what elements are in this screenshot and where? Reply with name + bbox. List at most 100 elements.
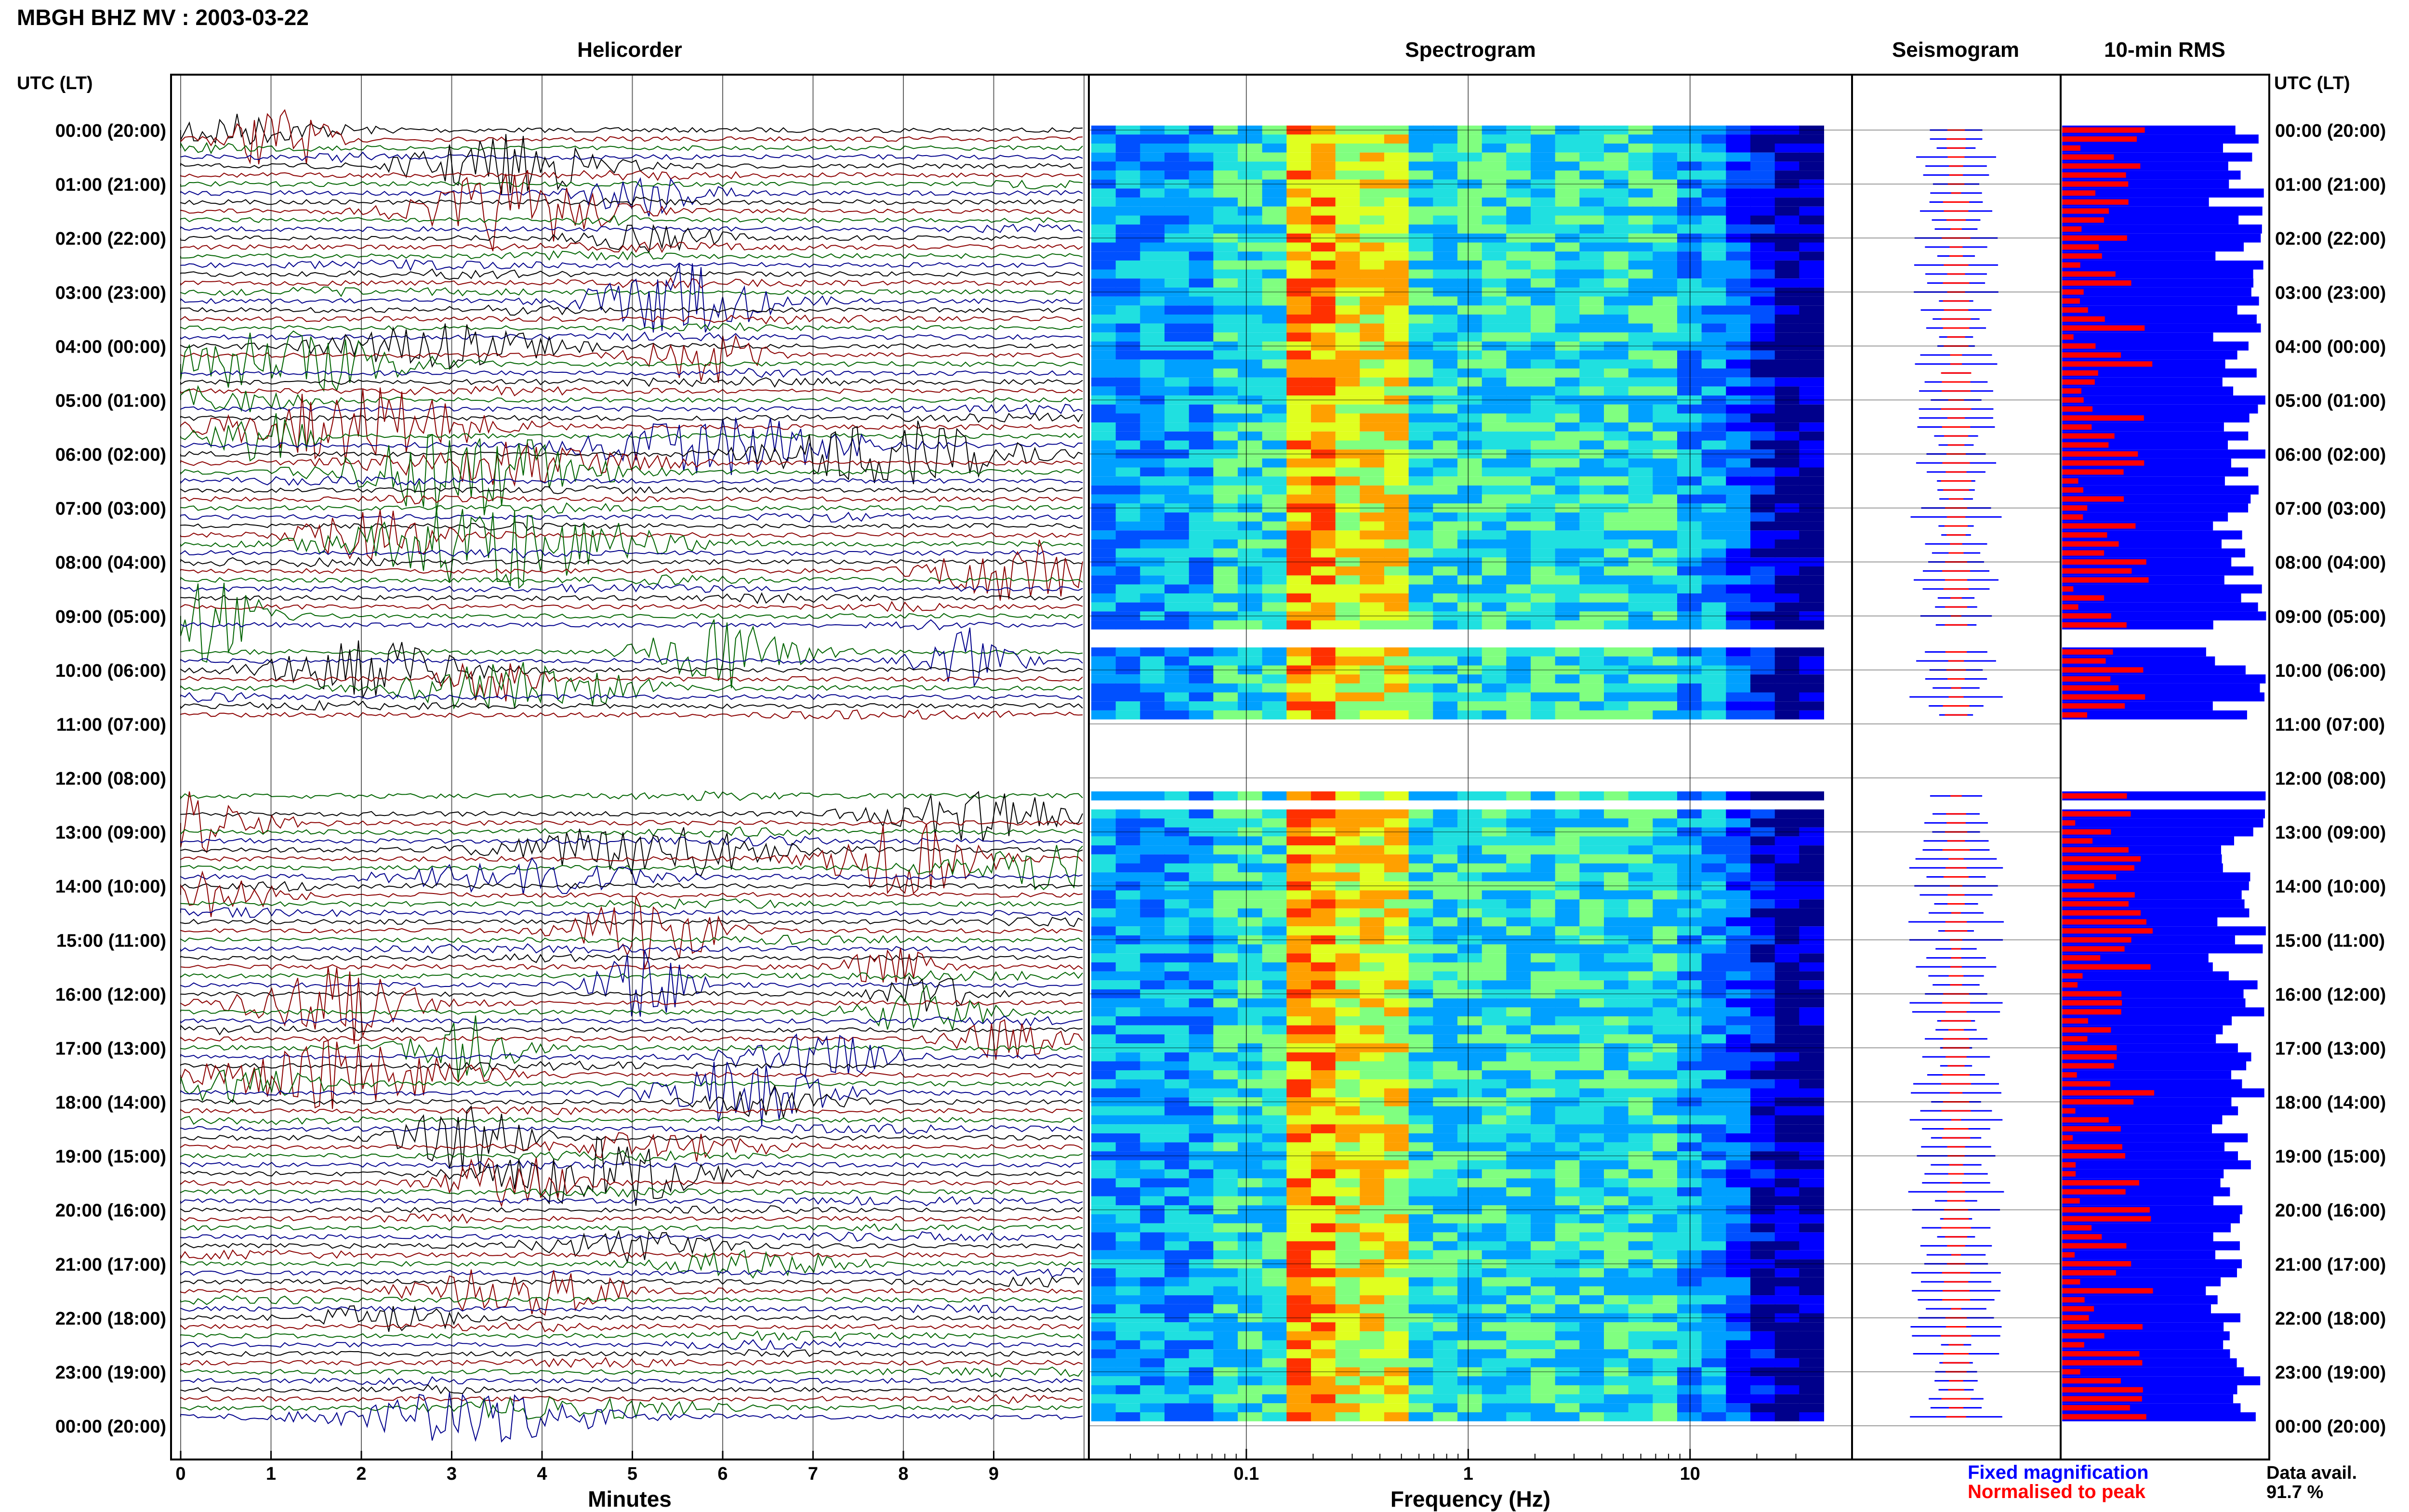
spectrogram-cell bbox=[1360, 674, 1385, 684]
spectrogram-cell bbox=[1482, 818, 1507, 828]
spectrogram-cell bbox=[1360, 350, 1385, 360]
spectrogram-cell bbox=[1579, 1007, 1604, 1017]
helicorder-trace bbox=[180, 592, 1083, 605]
spectrogram-cell bbox=[1457, 224, 1482, 234]
spectrogram-cell bbox=[1579, 1403, 1604, 1412]
spectrogram-cell bbox=[1531, 1142, 1556, 1152]
spectrogram-cell bbox=[1433, 251, 1458, 261]
spectrogram-cell bbox=[1189, 575, 1214, 585]
spectrogram-cell bbox=[1457, 836, 1482, 846]
spectrogram-cell bbox=[1286, 1340, 1311, 1350]
spectrogram-cell bbox=[1213, 404, 1238, 414]
spectrogram-cell bbox=[1774, 413, 1800, 423]
spectrogram-cell bbox=[1140, 494, 1165, 504]
spectrogram-cell bbox=[1286, 584, 1311, 594]
spectrogram-cell bbox=[1213, 926, 1238, 935]
time-label: 01:00 (21:00) bbox=[2275, 175, 2386, 195]
figure-title: MBGH BHZ MV : 2003-03-22 bbox=[17, 5, 309, 30]
spectrogram-cell bbox=[1726, 134, 1751, 144]
spectrogram-cell bbox=[1384, 1376, 1409, 1385]
spectrogram-cell bbox=[1604, 368, 1629, 378]
spectrogram-cell bbox=[1531, 692, 1556, 702]
spectrogram-cell bbox=[1262, 332, 1287, 342]
spectrogram-cell bbox=[1335, 899, 1361, 908]
spectrogram-cell bbox=[1799, 530, 1824, 539]
spectrogram-cell bbox=[1433, 620, 1458, 630]
spectrogram-cell bbox=[1286, 1178, 1311, 1187]
spectrogram-cell bbox=[1628, 944, 1654, 954]
spectrogram-cell bbox=[1555, 1052, 1580, 1062]
spectrogram-cell bbox=[1628, 647, 1654, 657]
spectrogram-cell bbox=[1311, 404, 1336, 414]
spectrogram-cell bbox=[1286, 656, 1311, 666]
spectrogram-cell bbox=[1799, 971, 1824, 981]
spectrogram-cell bbox=[1604, 845, 1629, 855]
spectrogram-cell bbox=[1311, 242, 1336, 252]
spectrogram-cell bbox=[1213, 1304, 1238, 1314]
spectrogram-cell bbox=[1360, 260, 1385, 270]
spectrogram-cell bbox=[1311, 1304, 1336, 1314]
spectrogram-cell bbox=[1286, 521, 1311, 531]
spectrogram-cell bbox=[1433, 458, 1458, 468]
spectrogram-cell bbox=[1238, 575, 1263, 585]
spectrogram-cell bbox=[1115, 386, 1141, 396]
spectrogram-cell bbox=[1701, 350, 1727, 360]
spectrogram-cell bbox=[1311, 1196, 1336, 1206]
spectrogram-cell bbox=[1115, 1079, 1141, 1089]
spectrogram-cell bbox=[1628, 1349, 1654, 1358]
spectrogram-cell bbox=[1189, 188, 1214, 198]
spectrogram-cell bbox=[1384, 656, 1409, 666]
spectrogram-cell bbox=[1555, 215, 1580, 225]
spectrogram-cell bbox=[1311, 1115, 1336, 1125]
spectrogram-cell bbox=[1115, 242, 1141, 252]
helicorder-trace bbox=[180, 421, 1083, 485]
spectrogram-cell bbox=[1555, 845, 1580, 855]
spectrogram-cell bbox=[1115, 1196, 1141, 1206]
rms-normalised-bar bbox=[2062, 307, 2088, 313]
helicorder-trace bbox=[180, 1376, 1083, 1386]
spectrogram-cell bbox=[1628, 305, 1654, 315]
spectrogram-cell bbox=[1286, 845, 1311, 855]
spectrogram-cell bbox=[1628, 215, 1654, 225]
spectrogram-cell bbox=[1091, 1016, 1116, 1026]
spectrogram-cell bbox=[1286, 1304, 1311, 1314]
spectrogram-cell bbox=[1311, 1268, 1336, 1277]
spectrogram-cell bbox=[1628, 1214, 1654, 1223]
spectrogram-cell bbox=[1213, 998, 1238, 1008]
spectrogram-cell bbox=[1408, 1178, 1434, 1187]
spectrogram-cell bbox=[1311, 890, 1336, 900]
spectrogram-cell bbox=[1335, 161, 1361, 171]
spectrogram-cell bbox=[1433, 1115, 1458, 1125]
spectrogram-cell bbox=[1262, 1394, 1287, 1404]
spectrogram-cell bbox=[1311, 980, 1336, 989]
spectrogram-cell bbox=[1384, 188, 1409, 198]
spectrogram-cell bbox=[1579, 809, 1604, 819]
spectrogram-cell bbox=[1555, 152, 1580, 162]
helicorder-trace bbox=[180, 791, 1083, 854]
spectrogram-cell bbox=[1213, 1241, 1238, 1250]
spectrogram-cell bbox=[1165, 845, 1190, 855]
spectrogram-cell bbox=[1482, 467, 1507, 477]
spectrogram-cell bbox=[1628, 1403, 1654, 1412]
spectrogram-cell bbox=[1726, 1394, 1751, 1404]
spectrogram-cell bbox=[1360, 692, 1385, 702]
rms-normalised-bar bbox=[2062, 577, 2149, 583]
spectrogram-cell bbox=[1286, 1376, 1311, 1385]
rms-normalised-bar bbox=[2062, 793, 2127, 799]
spectrogram-cell bbox=[1335, 1025, 1361, 1035]
spectrogram-cell bbox=[1457, 980, 1482, 989]
spectrogram-cell bbox=[1091, 1304, 1116, 1314]
spectrogram-cell bbox=[1726, 521, 1751, 531]
spectrogram-cell bbox=[1774, 467, 1800, 477]
spectrogram-cell bbox=[1726, 701, 1751, 710]
spectrogram-cell bbox=[1311, 899, 1336, 908]
spectrogram-cell bbox=[1115, 809, 1141, 819]
spectrogram-cell bbox=[1457, 1385, 1482, 1394]
spectrogram-cell bbox=[1335, 1178, 1361, 1187]
spectrogram-cell bbox=[1482, 1115, 1507, 1125]
helicorder-trace bbox=[180, 583, 1083, 593]
spectrogram-cell bbox=[1653, 809, 1678, 819]
spectrogram-cell bbox=[1311, 1088, 1336, 1098]
spectrogram-cell bbox=[1213, 1403, 1238, 1412]
spectrogram-cell bbox=[1628, 1223, 1654, 1233]
